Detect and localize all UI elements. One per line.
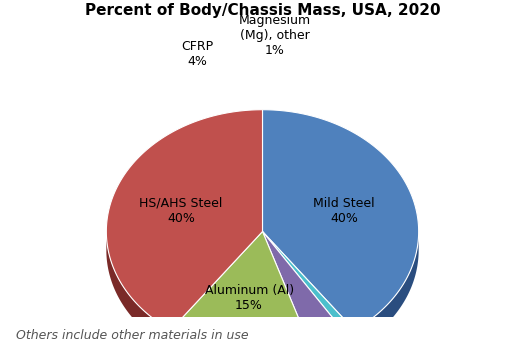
Polygon shape: [262, 231, 346, 345]
Text: Magnesium
(Mg), other
1%: Magnesium (Mg), other 1%: [239, 13, 311, 57]
Text: Mild Steel
40%: Mild Steel 40%: [313, 197, 375, 225]
Polygon shape: [171, 330, 311, 345]
Text: CFRP
4%: CFRP 4%: [181, 40, 213, 68]
Polygon shape: [107, 110, 262, 330]
Polygon shape: [171, 231, 262, 345]
Polygon shape: [107, 233, 171, 345]
Polygon shape: [262, 231, 354, 334]
Polygon shape: [262, 231, 354, 345]
Polygon shape: [171, 231, 262, 345]
Text: Aluminum (Al)
15%: Aluminum (Al) 15%: [205, 284, 293, 312]
Polygon shape: [262, 231, 346, 345]
Polygon shape: [262, 231, 354, 345]
Polygon shape: [262, 231, 311, 345]
Text: Others include other materials in use: Others include other materials in use: [16, 328, 248, 342]
Polygon shape: [262, 231, 311, 345]
Polygon shape: [171, 231, 311, 345]
Title: Percent of Body/Chassis Mass, USA, 2020: Percent of Body/Chassis Mass, USA, 2020: [85, 3, 440, 18]
Polygon shape: [262, 231, 346, 345]
Text: HS/AHS Steel
40%: HS/AHS Steel 40%: [139, 197, 223, 225]
Polygon shape: [311, 334, 346, 345]
Polygon shape: [346, 330, 354, 345]
Polygon shape: [262, 110, 418, 330]
Polygon shape: [354, 233, 418, 345]
